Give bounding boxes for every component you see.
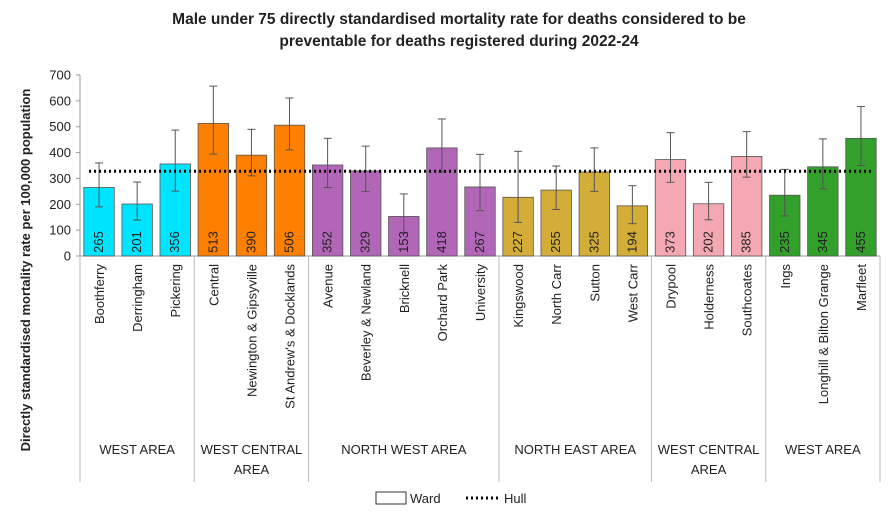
value-label: 325 [586,231,601,253]
x-tick-label: Boothferry [92,264,107,324]
x-tick-label: Avenue [321,264,336,308]
y-tick-label: 500 [49,119,71,134]
value-label: 255 [548,231,563,253]
value-label: 455 [853,231,868,253]
x-tick-label: Newington & Gipsyville [244,264,259,397]
y-tick-label: 400 [49,145,71,160]
value-label: 506 [282,231,297,253]
value-label: 329 [358,231,373,253]
y-tick-label: 700 [49,68,71,83]
group-label: NORTH WEST AREA [341,442,467,457]
value-label: 267 [472,231,487,253]
y-tick-label: 100 [49,223,71,238]
x-tick-label: Drypool [663,264,678,309]
x-tick-label: University [473,264,488,322]
group-label: NORTH EAST AREA [514,442,637,457]
group-label: WEST CENTRAL AREA [657,442,760,477]
value-label: 202 [701,231,716,253]
group-label: WEST AREA [785,442,861,457]
x-tick-label: Holderness [702,264,717,330]
x-tick-label: West Carr [625,263,640,322]
x-tick-label: Sutton [587,264,602,302]
value-label: 385 [739,231,754,253]
x-tick-label: St Andrew's & Docklands [283,264,298,409]
x-tick-label: Ings [778,264,793,289]
value-label: 227 [510,231,525,253]
x-tick-label: Central [206,264,221,306]
x-tick-label: Pickering [168,264,183,317]
y-tick-label: 600 [49,93,71,108]
value-label: 201 [129,231,144,253]
y-tick-label: 300 [49,171,71,186]
value-label: 356 [167,231,182,253]
x-tick-label: Bricknell [397,264,412,313]
x-tick-label: Southcoates [740,264,755,337]
y-axis-label: Directly standardised mortality rate per… [18,89,33,452]
chart-title: Male under 75 directly standardised mort… [172,11,746,50]
x-tick-label: Beverley & Newland [359,264,374,381]
legend-swatch [375,491,407,505]
value-label: 373 [662,231,677,253]
y-tick-label: 0 [64,249,71,264]
value-label: 418 [434,231,449,253]
value-label: 194 [624,231,639,253]
legend-label: Hull [504,491,527,506]
group-label: WEST CENTRAL AREA [200,442,303,477]
value-label: 235 [777,231,792,253]
group-label: WEST AREA [99,442,175,457]
y-tick-label: 200 [49,197,71,212]
x-tick-label: Longhill & Bilton Grange [816,264,831,404]
value-label: 390 [243,231,258,253]
x-tick-label: Kingswood [511,264,526,328]
x-tick-label: Derringham [130,264,145,332]
legend-label: Ward [410,491,441,506]
x-tick-label: Orchard Park [435,264,450,342]
value-label: 345 [815,231,830,253]
value-label: 352 [320,231,335,253]
value-label: 153 [396,231,411,253]
value-label: 265 [91,231,106,253]
x-tick-label: Marfleet [854,264,869,311]
value-label: 513 [205,231,220,253]
x-tick-label: North Carr [549,263,564,324]
